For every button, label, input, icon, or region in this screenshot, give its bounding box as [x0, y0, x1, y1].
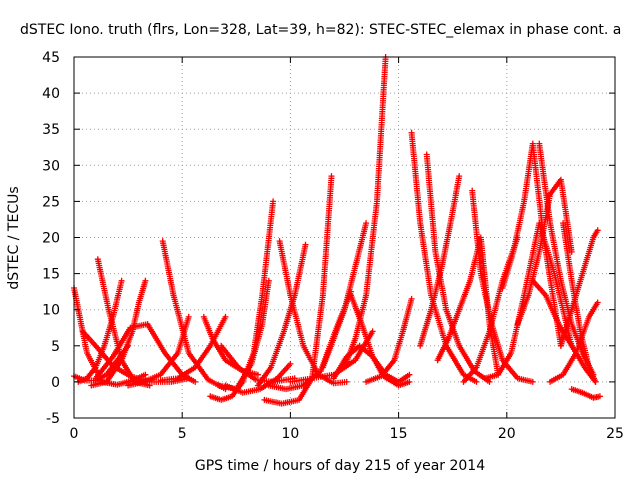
- y-tick-label: -5: [46, 411, 60, 427]
- satellite-arc: [408, 129, 480, 385]
- plus-markers: [157, 313, 229, 384]
- plus-markers: [276, 238, 350, 387]
- satellite-arc: [341, 54, 389, 371]
- plus-markers: [330, 342, 413, 385]
- satellite-arc: [469, 187, 536, 385]
- satellite-arc: [157, 313, 229, 384]
- satellite-arc: [88, 277, 149, 389]
- satellite-arc: [529, 277, 599, 385]
- plus-markers: [529, 277, 599, 385]
- plus-markers: [218, 342, 298, 385]
- satellite-arc: [254, 241, 309, 389]
- x-tick-label: 15: [390, 426, 408, 442]
- chart-title: dSTEC Iono. truth (flrs, Lon=328, Lat=39…: [20, 22, 621, 38]
- plus-markers: [417, 173, 463, 349]
- y-axis-ticks: -5 0 5 10 15 20 25 30 35 40 45: [42, 50, 615, 427]
- y-tick-label: 30: [42, 158, 60, 174]
- plus-markers: [261, 173, 335, 407]
- x-tick-label: 5: [178, 426, 187, 442]
- y-axis-label: dSTEC / TECUs: [6, 186, 22, 289]
- plus-markers: [319, 220, 370, 371]
- y-tick-label: 35: [42, 122, 60, 138]
- plus-markers: [254, 241, 309, 389]
- plus-markers: [547, 299, 601, 385]
- x-axis-ticks: 0 5 10 15 20 25: [70, 57, 624, 442]
- plus-markers: [557, 227, 601, 349]
- satellite-arc: [547, 299, 601, 385]
- plus-markers: [88, 277, 149, 389]
- plus-markers: [341, 54, 389, 371]
- satellite-arc: [218, 342, 298, 385]
- satellite-arc: [330, 342, 413, 385]
- satellite-arc: [261, 173, 335, 407]
- y-tick-label: 5: [51, 339, 60, 355]
- y-tick-label: 20: [42, 231, 60, 247]
- y-tick-label: 40: [42, 86, 60, 102]
- plus-markers: [363, 295, 415, 385]
- plus-markers: [408, 129, 480, 385]
- satellite-arc: [423, 151, 493, 385]
- satellite-arc: [319, 220, 370, 371]
- y-tick-label: 10: [42, 303, 60, 319]
- satellite-arc: [363, 295, 415, 385]
- satellite-arc: [417, 173, 463, 349]
- plus-markers: [423, 151, 493, 385]
- satellite-arc: [557, 227, 601, 349]
- satellite-arc: [276, 238, 350, 387]
- y-tick-label: 25: [42, 194, 60, 210]
- plus-markers: [568, 386, 603, 401]
- y-tick-label: 0: [51, 375, 60, 391]
- y-tick-label: 15: [42, 267, 60, 283]
- x-tick-label: 20: [498, 426, 516, 442]
- y-tick-label: 45: [42, 50, 60, 66]
- x-axis-label: GPS time / hours of day 215 of year 2014: [195, 458, 485, 474]
- satellite-arc: [568, 386, 603, 401]
- x-tick-label: 10: [281, 426, 299, 442]
- x-tick-label: 0: [70, 426, 79, 442]
- data-points: [71, 54, 603, 407]
- x-tick-label: 25: [606, 426, 624, 442]
- plus-markers: [469, 187, 536, 385]
